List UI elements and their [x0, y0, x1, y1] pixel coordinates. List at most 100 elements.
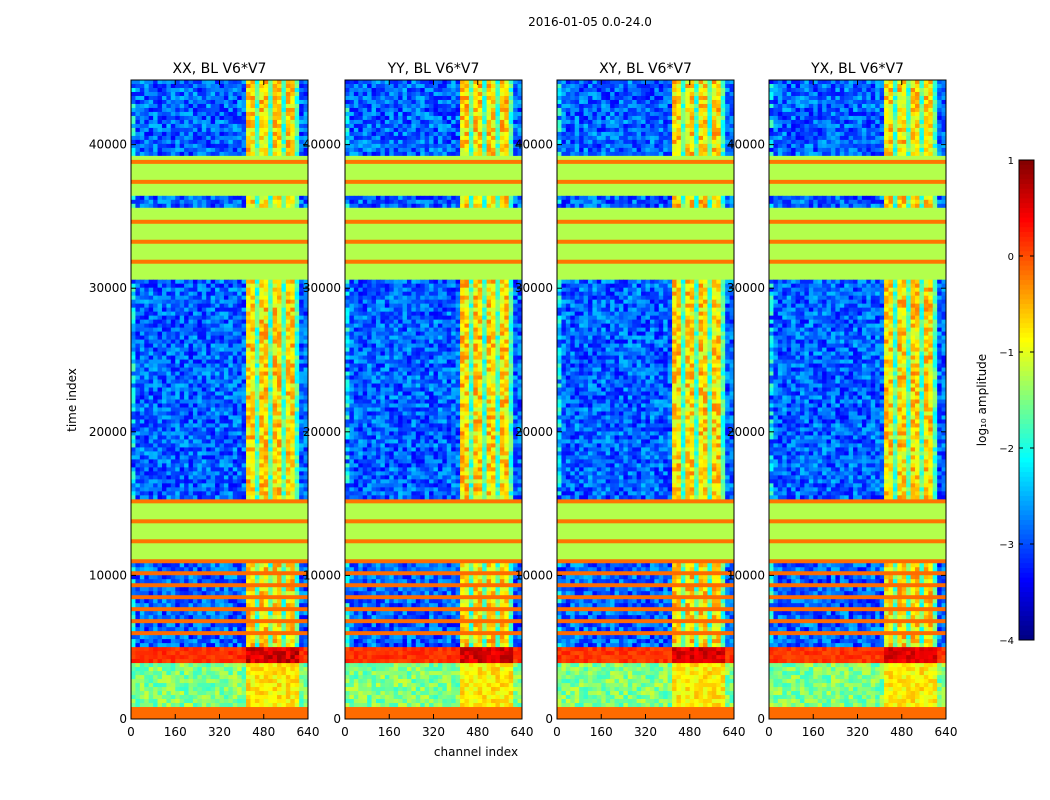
- panel-3: YX, BL V6*V7 0 160 320 480 640 0 10000 20000 3000…: [727, 61, 958, 739]
- colorbar-step: [1019, 500, 1034, 507]
- colorbar-step: [1019, 486, 1034, 492]
- colorbar-step: [1019, 520, 1034, 526]
- panel-0-ytick-label-0: 0: [119, 712, 127, 726]
- panel-2-ytick-label-1: 10000: [515, 568, 553, 582]
- colorbar-step: [1019, 260, 1034, 267]
- panel-3-xtick-label-2: 320: [846, 725, 869, 739]
- colorbar-tick-label-4: −3: [999, 540, 1014, 551]
- panel-1-ytick-label-3: 30000: [303, 281, 341, 295]
- colorbar-step: [1019, 318, 1034, 324]
- colorbar-step: [1019, 390, 1034, 396]
- panel-0-xtick-label-1: 160: [164, 725, 187, 739]
- panel-2-ytick-label-3: 30000: [515, 281, 553, 295]
- panel-3-xtick-label-0: 0: [765, 725, 773, 739]
- colorbar-step: [1019, 572, 1034, 579]
- colorbar-step: [1019, 160, 1034, 166]
- colorbar-step: [1019, 515, 1034, 521]
- colorbar-step: [1019, 409, 1034, 415]
- colorbar-step: [1019, 452, 1034, 459]
- colorbar-step: [1019, 193, 1034, 199]
- panel-2-xtick-label-3: 480: [678, 725, 701, 739]
- panel-1-ytick-label-0: 0: [333, 712, 341, 726]
- colorbar-step: [1019, 433, 1034, 439]
- panel-0-xtick-label-2: 320: [208, 725, 231, 739]
- panel-2-ytick-label-4: 40000: [515, 138, 553, 152]
- colorbar-step: [1019, 620, 1034, 627]
- colorbar-step: [1019, 241, 1034, 247]
- colorbar-tick-label-1: 0: [1008, 252, 1014, 263]
- colorbar-step: [1019, 385, 1034, 391]
- panel-0-xtick-label-0: 0: [127, 725, 135, 739]
- colorbar-step: [1019, 481, 1034, 487]
- x-axis-label: channel index: [434, 745, 518, 759]
- colorbar-step: [1019, 323, 1034, 329]
- colorbar-step: [1019, 294, 1034, 300]
- colorbar-step: [1019, 361, 1034, 367]
- colorbar-step: [1019, 304, 1034, 310]
- colorbar-step: [1019, 596, 1034, 603]
- panel-0-xtick-label-4: 640: [297, 725, 320, 739]
- colorbar-step: [1019, 371, 1034, 377]
- panel-2-heatmap: [557, 80, 734, 719]
- panel-2-xtick-label-1: 160: [590, 725, 613, 739]
- panel-0-title: XX, BL V6*V7: [173, 61, 267, 77]
- colorbar-step: [1019, 496, 1034, 502]
- colorbar-frame: [1018, 159, 1035, 641]
- panel-1-xtick-label-2: 320: [422, 725, 445, 739]
- colorbar-step: [1019, 563, 1034, 569]
- colorbar-step: [1019, 606, 1034, 612]
- panel-1-xtick-label-3: 480: [466, 725, 489, 739]
- colorbar: 1 0 −1 −2 −3 −4: [999, 156, 1035, 647]
- colorbar-step: [1019, 222, 1034, 228]
- colorbar-step: [1019, 208, 1034, 214]
- colorbar-step: [1019, 352, 1034, 358]
- panel-0-xtick-label-3: 480: [252, 725, 275, 739]
- panel-3-ytick-label-2: 20000: [727, 425, 765, 439]
- colorbar-step: [1019, 198, 1034, 204]
- colorbar-step: [1019, 616, 1034, 622]
- panel-1-ytick-label-4: 40000: [303, 138, 341, 152]
- colorbar-step: [1019, 299, 1034, 305]
- colorbar-step: [1019, 524, 1034, 531]
- colorbar-tick-label-3: −2: [999, 444, 1014, 455]
- colorbar-step: [1019, 577, 1034, 583]
- colorbar-step: [1019, 395, 1034, 401]
- colorbar-step: [1019, 265, 1034, 271]
- colorbar-step: [1019, 227, 1034, 233]
- colorbar-step: [1019, 404, 1034, 411]
- colorbar-step: [1019, 534, 1034, 540]
- colorbar-step: [1019, 308, 1034, 315]
- panel-1-xtick-label-1: 160: [378, 725, 401, 739]
- panel-2-xtick-label-4: 640: [723, 725, 746, 739]
- colorbar-tick-label-5: −4: [999, 636, 1014, 647]
- colorbar-step: [1019, 438, 1034, 444]
- panel-1-ytick-label-1: 10000: [303, 568, 341, 582]
- colorbar-step: [1019, 424, 1034, 430]
- colorbar-step: [1019, 342, 1034, 348]
- colorbar-step: [1019, 246, 1034, 252]
- figure-suptitle: 2016-01-05 0.0-24.0: [528, 15, 652, 29]
- panel-3-ytick-label-4: 40000: [727, 138, 765, 152]
- colorbar-step: [1019, 601, 1034, 607]
- colorbar-step: [1019, 553, 1034, 559]
- colorbar-step: [1019, 491, 1034, 497]
- colorbar-step: [1019, 188, 1034, 195]
- panel-1: YY, BL V6*V7 0 160 320 480 640 0 10000 20000 3000…: [303, 61, 534, 739]
- panel-1-title: YY, BL V6*V7: [387, 61, 480, 77]
- panel-2-xtick-label-2: 320: [634, 725, 657, 739]
- colorbar-tick-label-2: −1: [999, 348, 1014, 359]
- colorbar-step: [1019, 625, 1034, 631]
- panel-2-ytick-label-0: 0: [545, 712, 553, 726]
- colorbar-step: [1019, 467, 1034, 473]
- colorbar-step: [1019, 380, 1034, 387]
- colorbar-step: [1019, 630, 1034, 636]
- colorbar-step: [1019, 184, 1034, 190]
- panel-0-ytick-label-2: 20000: [89, 425, 127, 439]
- colorbar-step: [1019, 232, 1034, 238]
- colorbar-step: [1019, 332, 1034, 339]
- colorbar-step: [1019, 587, 1034, 593]
- colorbar-step: [1019, 289, 1034, 295]
- colorbar-label: log₁₀ amplitude: [975, 354, 989, 446]
- panel-0-ytick-label-4: 40000: [89, 138, 127, 152]
- colorbar-step: [1019, 443, 1034, 449]
